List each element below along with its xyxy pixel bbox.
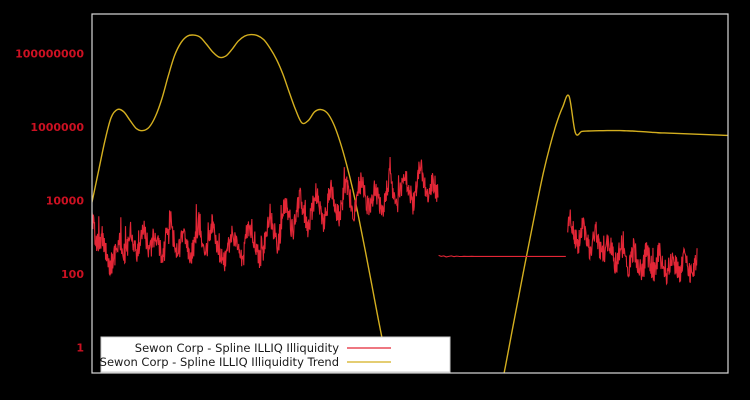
legend-box bbox=[100, 336, 451, 373]
illiquidity-line bbox=[92, 156, 439, 277]
trend-line bbox=[92, 33, 728, 373]
y-tick-label: 100 bbox=[61, 268, 84, 281]
illiquidity-line-layer bbox=[92, 156, 698, 286]
legend-label: Sewon Corp - Spline ILLIQ Illiquidity bbox=[135, 341, 339, 355]
trend-line-layer bbox=[92, 33, 728, 373]
y-tick-label: 1000000 bbox=[30, 121, 84, 134]
plot-frame bbox=[91, 13, 729, 374]
y-tick-label: 100000000 bbox=[15, 48, 84, 61]
illiquidity-flat-bridge bbox=[438, 254, 566, 258]
y-tick-label: 1 bbox=[76, 341, 84, 354]
legend[interactable]: Sewon Corp - Spline ILLIQ IlliquiditySew… bbox=[100, 336, 451, 373]
y-tick-labels: 1 100 10000 1000000 100000000 bbox=[15, 48, 84, 355]
illiquidity-line bbox=[567, 209, 698, 286]
y-tick-label: 10000 bbox=[46, 194, 85, 207]
legend-label: Sewon Corp - Spline ILLIQ Illiquidity Tr… bbox=[100, 355, 339, 369]
